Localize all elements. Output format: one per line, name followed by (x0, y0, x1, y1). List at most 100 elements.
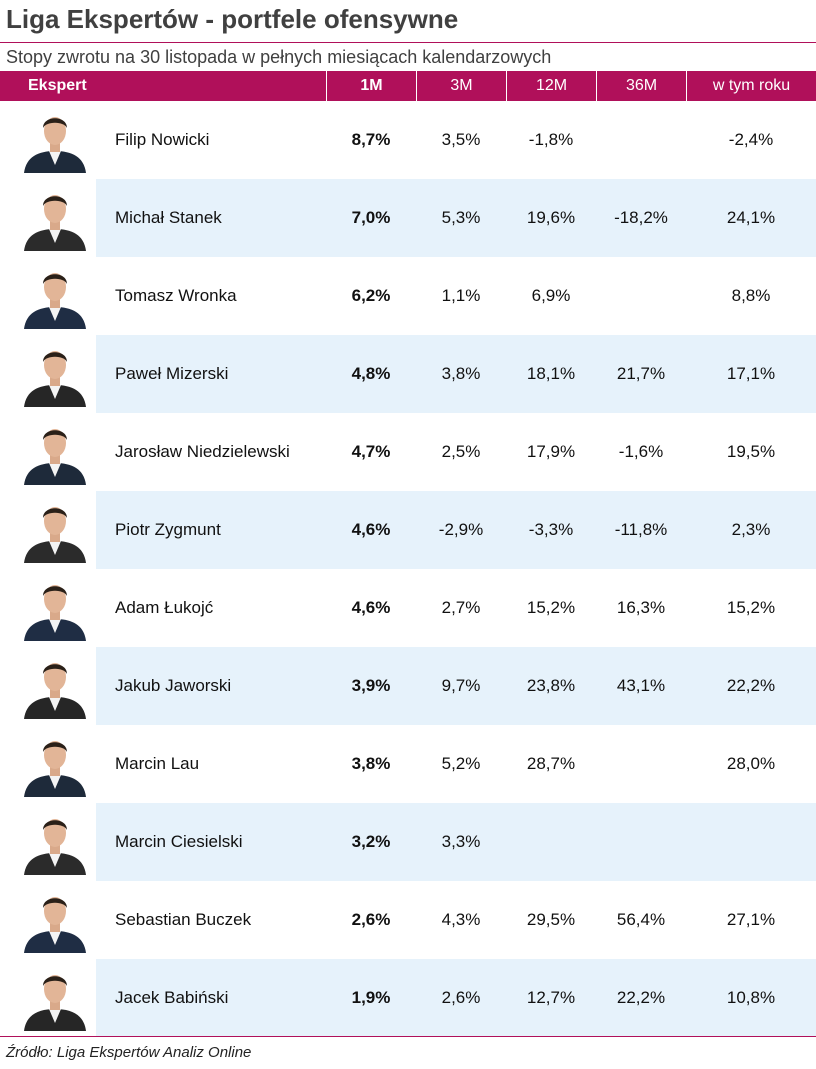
expert-name: Tomasz Wronka (115, 286, 237, 305)
cell-1m: 3,8% (351, 754, 391, 773)
cell-36m (596, 257, 686, 335)
cell-3m: 2,7% (441, 598, 481, 617)
table-row: Paweł Mizerski 4,8% 3,8% 18,1% 21,7% 17,1% (0, 335, 816, 413)
expert-name: Michał Stanek (115, 208, 222, 227)
table-row: Tomasz Wronka 6,2% 1,1% 6,9% 8,8% (0, 257, 816, 335)
table-row: Marcin Ciesielski 3,2% 3,3% (0, 803, 816, 881)
expert-photo (18, 809, 92, 875)
expert-name: Jakub Jaworski (115, 676, 232, 695)
cell-ytd: 19,5% (726, 442, 776, 461)
cell-12m: 28,7% (526, 754, 576, 773)
cell-12m: -3,3% (528, 520, 574, 539)
cell-1m: 7,0% (351, 208, 391, 227)
cell-ytd (686, 803, 816, 881)
cell-36m: 43,1% (616, 676, 666, 695)
cell-ytd: 10,8% (726, 988, 776, 1007)
cell-3m: 3,8% (441, 364, 481, 383)
table-row: Marcin Lau 3,8% 5,2% 28,7% 28,0% (0, 725, 816, 803)
expert-name: Jacek Babiński (115, 988, 229, 1007)
expert-photo (18, 965, 92, 1031)
table-row: Michał Stanek 7,0% 5,3% 19,6% -18,2% 24,1% (0, 179, 816, 257)
expert-name: Paweł Mizerski (115, 364, 229, 383)
table-row: Jakub Jaworski 3,9% 9,7% 23,8% 43,1% 22,2% (0, 647, 816, 725)
row-background (96, 647, 816, 725)
table-row: Piotr Zygmunt 4,6% -2,9% -3,3% -11,8% 2,3% (0, 491, 816, 569)
table-row: Adam Łukojć 4,6% 2,7% 15,2% 16,3% 15,2% (0, 569, 816, 647)
expert-name: Jarosław Niedzielewski (115, 442, 290, 461)
page-subtitle: Stopy zwrotu na 30 listopada w pełnych m… (6, 47, 552, 67)
table-header: Ekspert 1M 3M 12M 36M w tym roku (0, 71, 816, 101)
table-row: Filip Nowicki 8,7% 3,5% -1,8% -2,4% (0, 101, 816, 179)
cell-1m: 1,9% (351, 988, 391, 1007)
expert-name: Filip Nowicki (115, 130, 210, 149)
column-header-36m: 36M (596, 71, 686, 101)
row-background (96, 491, 816, 569)
expert-name: Marcin Lau (115, 754, 200, 773)
cell-12m: 12,7% (526, 988, 576, 1007)
cell-1m: 6,2% (351, 286, 391, 305)
expert-photo (18, 731, 92, 797)
cell-ytd: 27,1% (726, 910, 776, 929)
title-divider (0, 42, 816, 43)
expert-photo (18, 263, 92, 329)
cell-ytd: 24,1% (726, 208, 776, 227)
cell-12m: 18,1% (526, 364, 576, 383)
cell-ytd: -2,4% (728, 130, 774, 149)
cell-36m: 21,7% (616, 364, 666, 383)
row-background (96, 179, 816, 257)
cell-1m: 3,9% (351, 676, 391, 695)
table-row: Sebastian Buczek 2,6% 4,3% 29,5% 56,4% 27,1% (0, 881, 816, 959)
column-header-expert: Ekspert (28, 77, 87, 94)
cell-12m: 6,9% (531, 286, 571, 305)
row-background (96, 803, 816, 881)
cell-ytd: 22,2% (726, 676, 776, 695)
source-note: Źródło: Liga Ekspertów Analiz Online (6, 1044, 252, 1061)
expert-photo (18, 341, 92, 407)
expert-photo (18, 185, 92, 251)
expert-photo (18, 887, 92, 953)
cell-12m: -1,8% (528, 130, 574, 149)
cell-36m (596, 803, 686, 881)
expert-photo (18, 653, 92, 719)
cell-36m (596, 101, 686, 179)
cell-3m: 5,3% (441, 208, 481, 227)
cell-12m: 19,6% (526, 208, 576, 227)
expert-name: Marcin Ciesielski (115, 832, 243, 851)
expert-photo (18, 107, 92, 173)
cell-1m: 4,8% (351, 364, 391, 383)
cell-3m: 1,1% (441, 286, 481, 305)
cell-12m: 17,9% (526, 442, 576, 461)
cell-36m: -1,6% (618, 442, 664, 461)
page-title: Liga Ekspertów - portfele ofensywne (6, 4, 459, 34)
cell-1m: 8,7% (351, 130, 391, 149)
cell-36m: 56,4% (616, 910, 666, 929)
cell-36m (596, 725, 686, 803)
cell-ytd: 15,2% (726, 598, 776, 617)
column-header-1m: 1M (326, 71, 416, 101)
cell-1m: 2,6% (351, 910, 391, 929)
cell-3m: -2,9% (438, 520, 484, 539)
row-background (96, 959, 816, 1037)
cell-36m: -11,8% (614, 520, 668, 539)
expert-name: Piotr Zygmunt (115, 520, 221, 539)
cell-1m: 3,2% (351, 832, 391, 851)
cell-3m: 4,3% (441, 910, 481, 929)
cell-3m: 5,2% (441, 754, 481, 773)
expert-photo (18, 497, 92, 563)
cell-36m: 16,3% (616, 598, 666, 617)
footer-divider (0, 1036, 816, 1037)
cell-36m: 22,2% (616, 988, 666, 1007)
cell-ytd: 8,8% (731, 286, 771, 305)
cell-36m: -18,2% (614, 208, 668, 227)
cell-12m: 29,5% (526, 910, 576, 929)
cell-ytd: 2,3% (731, 520, 771, 539)
cell-ytd: 17,1% (726, 364, 776, 383)
expert-photo (18, 419, 92, 485)
cell-3m: 3,3% (441, 832, 481, 851)
column-header-12m: 12M (506, 71, 596, 101)
cell-3m: 2,5% (441, 442, 481, 461)
row-background (96, 335, 816, 413)
cell-12m (506, 803, 596, 881)
column-header-3m: 3M (416, 71, 506, 101)
table-row: Jarosław Niedzielewski 4,7% 2,5% 17,9% -1,6%… (0, 413, 816, 491)
